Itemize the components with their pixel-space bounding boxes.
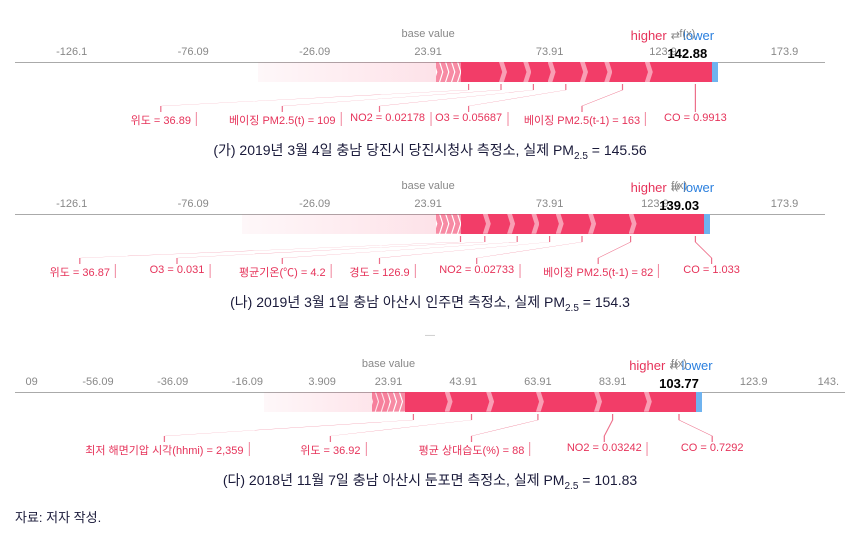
base-value-label: base value — [362, 358, 415, 370]
feature-label: O3 = 0.031 — [148, 264, 207, 276]
base-value-label: base value — [401, 180, 454, 192]
axis-tick: 43.91 — [449, 376, 477, 388]
fade-region — [264, 392, 389, 412]
feature-label: 평균 상대습도(%) = 88 — [417, 442, 527, 458]
axis-tick: -26.09 — [299, 198, 330, 210]
connector-lines — [15, 236, 825, 264]
feature-label: CO = 0.7292 — [679, 442, 746, 454]
axis-ticks: 09 -56.09 -36.09 -16.09 3.909 23.91 43.91 63.91… — [15, 376, 845, 392]
force-bar — [15, 62, 825, 84]
feature-label: 베이징 PM2.5(t-1) = 163 — [522, 112, 642, 128]
feature-label: CO = 1.033 — [681, 264, 742, 276]
feature-row: 최저 해면기압 시각(hhmi) = 2,359 위도 = 36.92 평균 상대습… — [15, 414, 845, 464]
feature-label: 베이징 PM2.5(t-1) = 82 — [541, 264, 655, 280]
axis-tick: 173.9 — [771, 198, 799, 210]
force-bar — [15, 392, 845, 414]
axis-tick: 63.91 — [524, 376, 552, 388]
labels-row: base value f(x) -126.1 -76.09 -26.09 23.91 73.… — [15, 28, 825, 62]
axis-ticks: -126.1-76.09-26.0923.9173.91123.9173.913… — [15, 198, 825, 214]
fx-value: 142.88 — [667, 46, 707, 61]
labels-row: base value f(x) -126.1 -76.09 -26.09 23.91 73.… — [15, 180, 825, 214]
base-value-label: base value — [401, 28, 454, 40]
feature-row: 위도 = 36.89 베이징 PM2.5(t) = 109 NO2 = 0.0217… — [15, 84, 825, 134]
fx-label: f(x) — [671, 358, 687, 370]
feature-label: 위도 = 36.92 — [298, 442, 362, 458]
fade-region — [258, 62, 436, 82]
axis-tick: -76.09 — [178, 198, 209, 210]
feature-label: 위도 = 36.87 — [48, 264, 112, 280]
negative-force-tip — [712, 62, 718, 82]
feature-labels: 위도 = 36.87 O3 = 0.031 평균기온(℃) = 4.2 경도 = 12… — [15, 264, 825, 284]
fx-value: 103.77 — [659, 376, 699, 391]
axis-tick: -16.09 — [232, 376, 263, 388]
axis-tick: 73.91 — [536, 198, 564, 210]
force-plot-c: higher⇄lowerbase valuef(x)09-56.09-36.09… — [15, 358, 845, 464]
axis-tick: 23.91 — [375, 376, 403, 388]
feature-label: 베이징 PM2.5(t) = 109 — [227, 112, 337, 128]
feature-label: NO2 = 0.02733 — [437, 264, 516, 276]
axis-ticks: -126.1-76.09-26.0923.9173.91123.9173.914… — [15, 46, 825, 62]
axis-tick: -26.09 — [299, 46, 330, 58]
plot-caption-b: (나) 2019년 3월 1일 충남 아산시 인주면 측정소, 실제 PM2.5… — [15, 292, 845, 314]
axis-tick: 143. — [818, 376, 839, 388]
feature-label: NO2 = 0.03242 — [565, 442, 644, 454]
fx-value: 139.03 — [659, 198, 699, 213]
feature-label: 평균기온(℃) = 4.2 — [237, 264, 328, 280]
fade-region — [242, 214, 436, 234]
axis-tick: 09 — [25, 376, 37, 388]
feature-label: 최저 해면기압 시각(hhmi) = 2,359 — [83, 442, 245, 458]
axis-tick: -126.1 — [56, 198, 87, 210]
plot-caption-c: (다) 2018년 11월 7일 충남 아산시 둔포면 측정소, 실제 PM2.… — [15, 470, 845, 492]
divider: — — [15, 330, 845, 340]
axis-tick: 23.91 — [414, 198, 442, 210]
negative-force-tip — [704, 214, 710, 234]
axis-tick: 23.91 — [414, 46, 442, 58]
feature-label: NO2 = 0.02178 — [348, 112, 427, 124]
negative-force-tip — [696, 392, 702, 412]
connector-lines — [15, 84, 825, 112]
source-label: 자료: 저자 작성. — [15, 507, 845, 526]
connector-lines — [15, 414, 845, 442]
force-bar — [15, 214, 825, 236]
feature-label: O3 = 0.05687 — [433, 112, 504, 124]
feature-label: CO = 0.9913 — [662, 112, 729, 124]
force-plot-a: higher⇄lowerbase valuef(x)-126.1-76.09-2… — [15, 28, 825, 134]
axis-tick: 3.909 — [308, 376, 336, 388]
feature-labels: 위도 = 36.89 베이징 PM2.5(t) = 109 NO2 = 0.0217… — [15, 112, 825, 132]
labels-row: base value f(x) 09 -56.09 -36.09 -16.09 3.909 2… — [15, 358, 845, 392]
feature-labels: 최저 해면기압 시각(hhmi) = 2,359 위도 = 36.92 평균 상대습… — [15, 442, 845, 462]
axis-tick: 123.9 — [740, 376, 768, 388]
axis-tick: -56.09 — [82, 376, 113, 388]
force-plot-b: higher⇄lowerbase valuef(x)-126.1-76.09-2… — [15, 180, 825, 286]
axis-tick: 83.91 — [599, 376, 627, 388]
fx-label: f(x) — [671, 180, 687, 192]
feature-label: 경도 = 126.9 — [347, 264, 411, 280]
axis-tick: -126.1 — [56, 46, 87, 58]
axis-tick: 173.9 — [771, 46, 799, 58]
feature-label: 위도 = 36.89 — [129, 112, 193, 128]
axis-tick: -36.09 — [157, 376, 188, 388]
axis-tick: 73.91 — [536, 46, 564, 58]
axis-tick: -76.09 — [178, 46, 209, 58]
plot-caption-a: (가) 2019년 3월 4일 충남 당진시 당진시청사 측정소, 실제 PM2… — [15, 140, 845, 162]
fx-label: f(x) — [679, 28, 695, 40]
positive-force-bar — [461, 214, 704, 234]
feature-row: 위도 = 36.87 O3 = 0.031 평균기온(℃) = 4.2 경도 = 12… — [15, 236, 825, 286]
